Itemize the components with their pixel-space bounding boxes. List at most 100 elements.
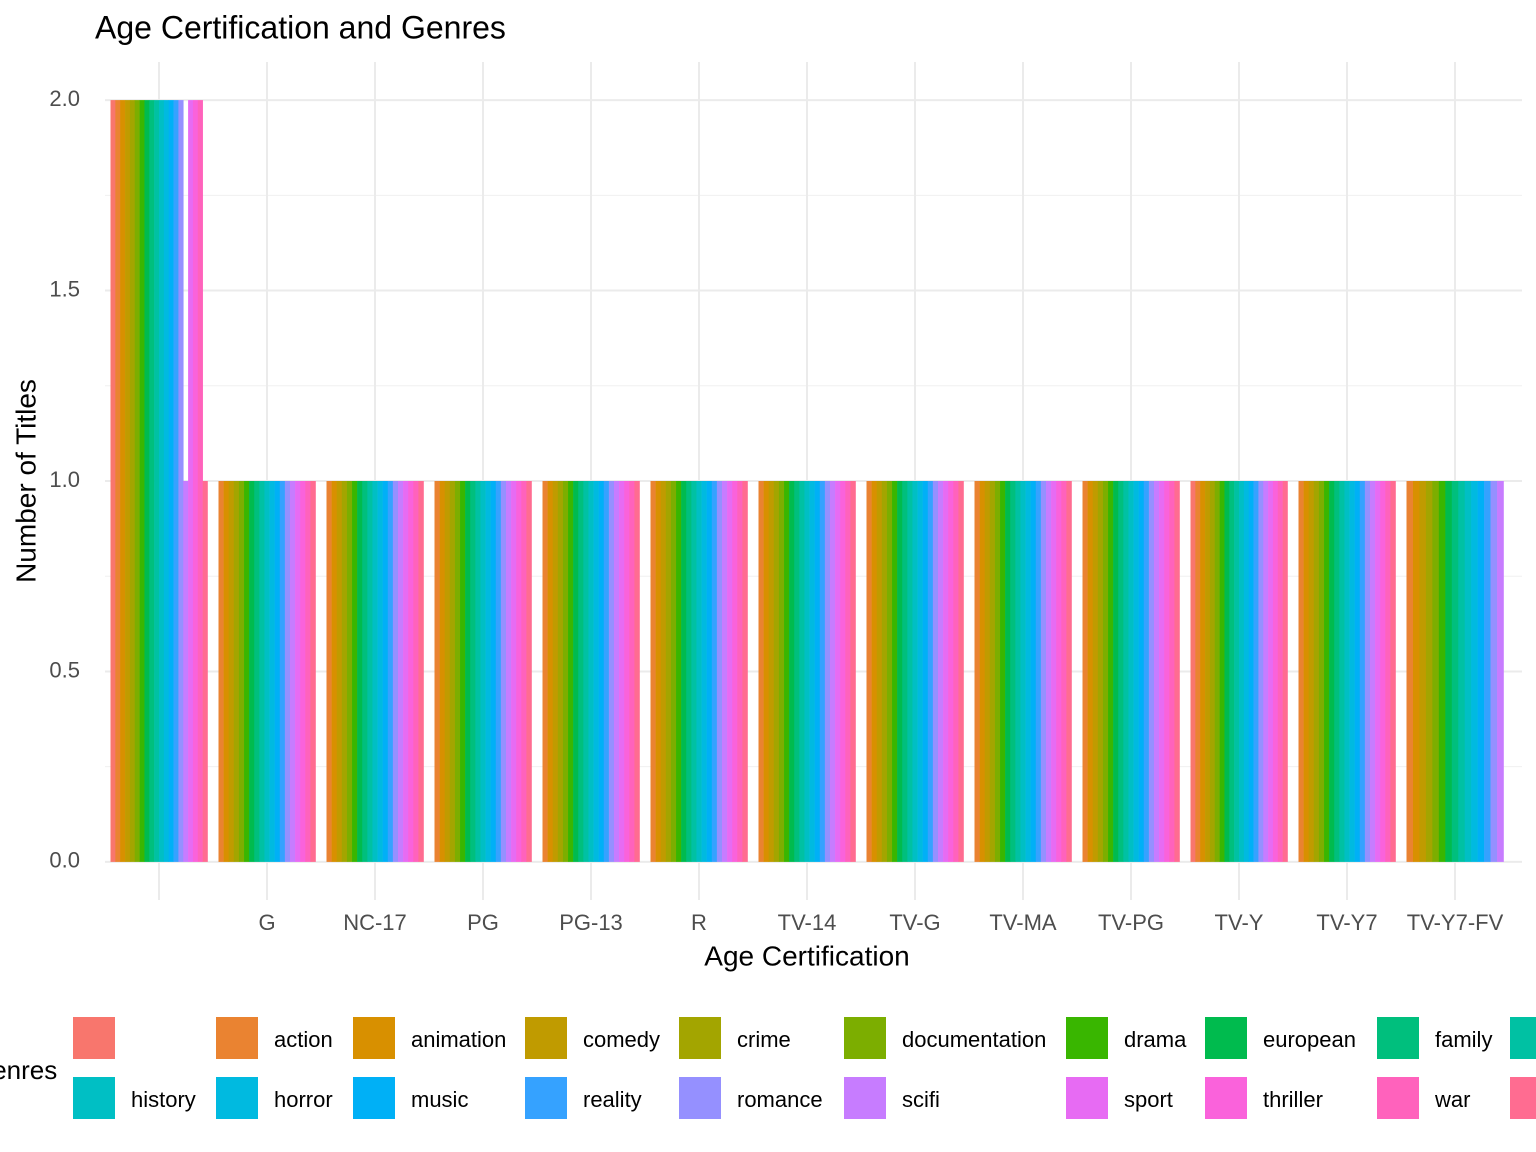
- bar: [1412, 481, 1420, 862]
- bar: [362, 481, 368, 862]
- bar: [716, 481, 723, 862]
- legend-swatch: [1066, 1017, 1108, 1059]
- bar: [917, 481, 923, 862]
- bar: [598, 481, 605, 862]
- bar: [269, 481, 275, 862]
- bar: [1133, 481, 1139, 862]
- bar: [413, 481, 419, 862]
- bar: [382, 481, 389, 862]
- bar: [310, 481, 316, 862]
- bar: [163, 100, 169, 862]
- bar: [460, 481, 466, 862]
- bar: [568, 481, 574, 862]
- bar: [505, 481, 512, 862]
- bar: [521, 481, 527, 862]
- y-tick-label: 0.0: [49, 848, 80, 873]
- bar: [465, 481, 471, 862]
- bar: [449, 481, 456, 862]
- bar: [178, 100, 184, 862]
- bar: [634, 481, 640, 862]
- bar: [1015, 481, 1021, 862]
- legend-swatch: [1205, 1077, 1247, 1119]
- bar: [120, 100, 126, 862]
- bar: [1205, 481, 1211, 862]
- bar: [886, 481, 893, 862]
- legend-label: documentation: [902, 1027, 1046, 1052]
- bar: [1329, 481, 1335, 862]
- x-tick-label: TV-PG: [1098, 910, 1164, 935]
- bar: [660, 481, 667, 862]
- bar: [1490, 481, 1498, 862]
- bar: [681, 481, 687, 862]
- bar: [1005, 481, 1011, 862]
- legend-swatch: [1510, 1017, 1536, 1059]
- bar: [799, 481, 805, 862]
- bar: [300, 481, 306, 862]
- bar: [979, 481, 986, 862]
- bar: [1148, 481, 1155, 862]
- bar: [1406, 481, 1414, 862]
- bar: [1477, 481, 1485, 862]
- bar: [902, 481, 908, 862]
- bar: [573, 481, 579, 862]
- bar: [233, 481, 240, 862]
- x-tick-label: TV-Y7-FV: [1407, 910, 1504, 935]
- bar: [1277, 481, 1283, 862]
- bar: [159, 100, 165, 862]
- bar: [139, 100, 145, 862]
- legend-label: thriller: [1263, 1087, 1323, 1112]
- y-tick-label: 1.5: [49, 276, 80, 301]
- legend-swatch: [1377, 1077, 1419, 1119]
- bar: [1128, 481, 1134, 862]
- bar: [149, 100, 155, 862]
- bar: [1425, 481, 1433, 862]
- bar: [1190, 481, 1196, 862]
- bar: [1324, 481, 1330, 862]
- bar: [1375, 481, 1381, 862]
- legend-swatch: [525, 1077, 567, 1119]
- bar: [1045, 481, 1052, 862]
- legend-swatch: [844, 1077, 886, 1119]
- bar: [134, 100, 140, 862]
- bar: [958, 481, 964, 862]
- legend-swatch: [679, 1017, 721, 1059]
- bar: [701, 481, 707, 862]
- bar: [1113, 481, 1119, 862]
- bar: [1298, 481, 1304, 862]
- bar: [562, 481, 569, 862]
- bar: [1369, 481, 1376, 862]
- legend-label: music: [411, 1087, 468, 1112]
- bar: [742, 481, 748, 862]
- legend-label: drama: [1124, 1027, 1187, 1052]
- bar: [223, 481, 230, 862]
- legend-label: war: [1434, 1087, 1470, 1112]
- bar: [1471, 481, 1478, 862]
- bar: [408, 481, 414, 862]
- bar: [1364, 481, 1371, 862]
- bar: [1497, 481, 1504, 862]
- legend-swatch: [1066, 1077, 1108, 1119]
- bar: [1334, 481, 1340, 862]
- legend-title: Genres: [0, 1055, 57, 1085]
- bar: [881, 481, 888, 862]
- bar: [403, 481, 409, 862]
- bar: [1061, 481, 1067, 862]
- bar: [1354, 481, 1361, 862]
- bar: [1243, 481, 1249, 862]
- bar: [1102, 481, 1109, 862]
- x-tick-label: TV-Y7: [1316, 910, 1377, 935]
- bar: [758, 481, 764, 862]
- bar: [202, 481, 208, 862]
- bar: [1253, 481, 1259, 862]
- bar: [711, 481, 718, 862]
- bar: [588, 481, 594, 862]
- bar: [1344, 481, 1350, 862]
- bar: [1066, 481, 1072, 862]
- bar: [850, 481, 856, 862]
- bar: [1303, 481, 1310, 862]
- bar: [1153, 481, 1160, 862]
- bar: [1224, 481, 1230, 862]
- bar: [418, 481, 424, 862]
- bar: [1169, 481, 1175, 862]
- bar: [377, 481, 383, 862]
